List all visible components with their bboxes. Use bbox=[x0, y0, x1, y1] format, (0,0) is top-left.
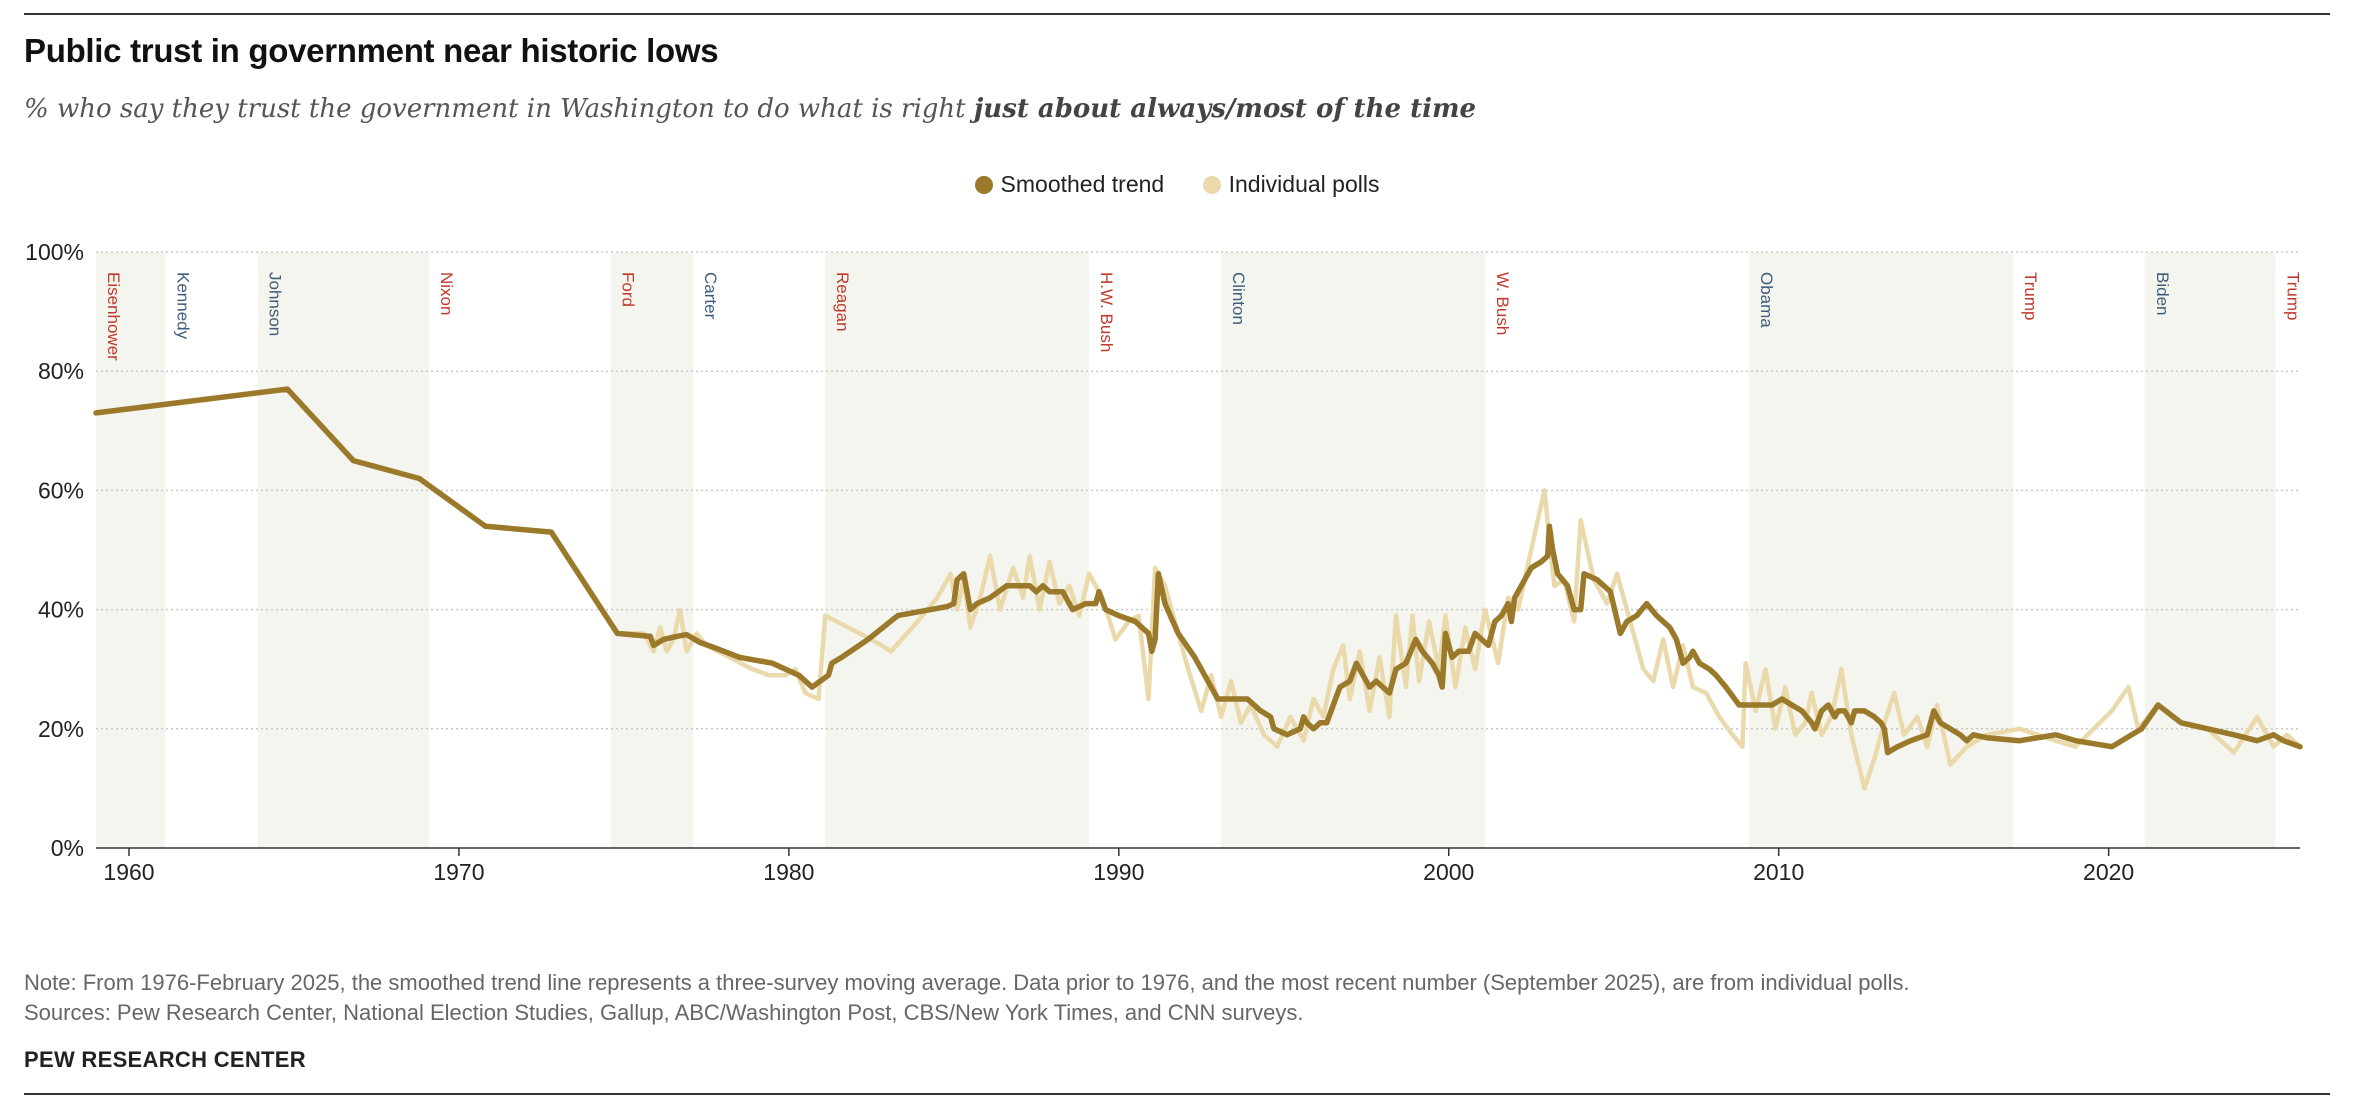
x-tick-label: 1990 bbox=[1093, 859, 1144, 885]
legend: Smoothed trend Individual polls bbox=[0, 170, 2354, 198]
top-rule bbox=[24, 13, 2330, 15]
y-tick-label: 20% bbox=[38, 716, 84, 742]
chart-title: Public trust in government near historic… bbox=[24, 32, 719, 69]
bottom-rule bbox=[24, 1093, 2330, 1095]
subtitle-regular: % who say they trust the government in W… bbox=[24, 94, 966, 124]
president-label: Biden bbox=[2153, 272, 2172, 315]
legend-swatch-smoothed bbox=[974, 176, 993, 195]
president-label: Ford bbox=[619, 272, 638, 307]
president-label: Trump bbox=[2021, 272, 2040, 321]
source-credit: PEW RESEARCH CENTER bbox=[24, 1047, 306, 1072]
legend-label-polls: Individual polls bbox=[1228, 171, 1380, 198]
legend-item-polls: Individual polls bbox=[1202, 171, 1380, 198]
president-label: H.W. Bush bbox=[1097, 272, 1116, 352]
smoothed-trend-line bbox=[93, 386, 2303, 756]
president-label: Kennedy bbox=[173, 272, 192, 340]
president-band bbox=[1749, 252, 2013, 848]
president-band bbox=[1221, 252, 1486, 848]
president-label: Obama bbox=[1757, 272, 1776, 328]
x-tick-label: 1970 bbox=[433, 859, 484, 885]
chart-subtitle: % who say they trust the government in W… bbox=[24, 94, 1476, 124]
x-tick-label: 2000 bbox=[1423, 859, 1474, 885]
president-label: Trump bbox=[2283, 272, 2302, 321]
subtitle-bold: just about always/most of the time bbox=[973, 94, 1477, 124]
x-tick-label: 2020 bbox=[2083, 859, 2134, 885]
president-band bbox=[610, 252, 694, 848]
president-label: Reagan bbox=[833, 272, 852, 332]
line-chart: Eisenhower Kennedy Johnson Nixon Ford Carter R… bbox=[25, 239, 2303, 885]
president-label: Eisenhower bbox=[104, 272, 123, 361]
y-tick-label: 60% bbox=[38, 477, 84, 503]
x-tick-label: 1960 bbox=[103, 859, 154, 885]
president-label: Nixon bbox=[437, 272, 456, 315]
y-tick-label: 40% bbox=[38, 597, 84, 623]
president-band bbox=[2144, 252, 2276, 848]
x-tick-label: 2010 bbox=[1753, 859, 1804, 885]
y-tick-label: 80% bbox=[38, 358, 84, 384]
y-tick-label: 0% bbox=[51, 835, 84, 861]
legend-item-smoothed: Smoothed trend bbox=[974, 171, 1165, 198]
x-tick-label: 1980 bbox=[763, 859, 814, 885]
chart-sources: Sources: Pew Research Center, National E… bbox=[24, 1000, 1304, 1025]
president-band bbox=[825, 252, 1090, 848]
y-tick-label: 100% bbox=[25, 239, 84, 265]
president-label: Carter bbox=[701, 272, 720, 320]
president-label: Johnson bbox=[266, 272, 285, 336]
legend-label-smoothed: Smoothed trend bbox=[1000, 171, 1165, 198]
president-label: W. Bush bbox=[1493, 272, 1512, 335]
chart-note: Note: From 1976-February 2025, the smoot… bbox=[24, 970, 1910, 995]
president-band bbox=[257, 252, 430, 848]
president-band bbox=[96, 252, 166, 848]
president-label: Clinton bbox=[1229, 272, 1248, 325]
legend-swatch-polls bbox=[1202, 176, 1221, 195]
